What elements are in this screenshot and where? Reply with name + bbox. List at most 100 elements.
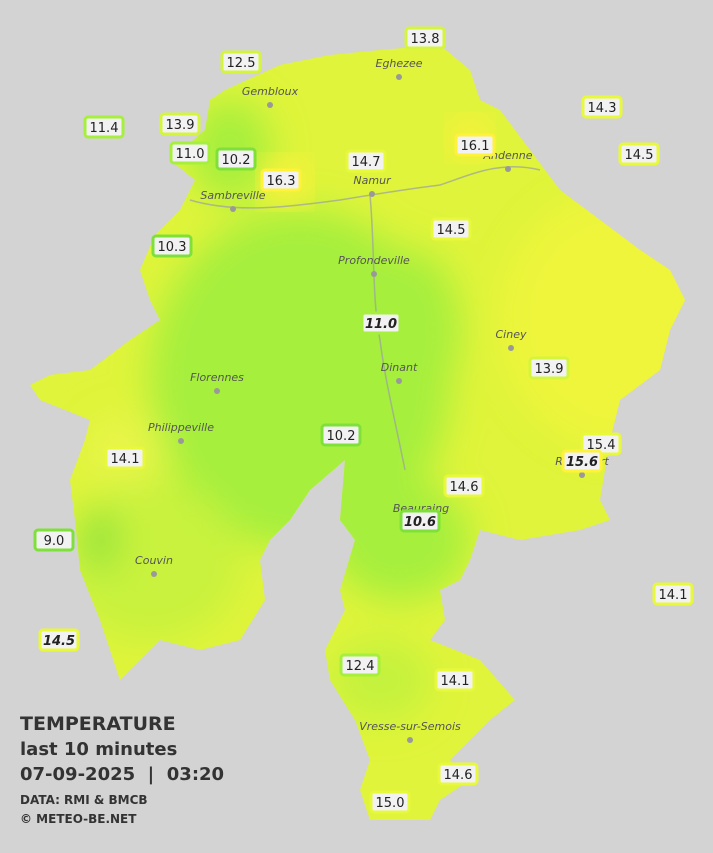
station: 14.5: [430, 217, 472, 241]
station: 15.4: [580, 432, 622, 456]
city-label: Dinant: [381, 361, 418, 374]
station-value: 9.0: [44, 534, 65, 549]
station: 10.6: [399, 509, 441, 533]
station: 14.1: [652, 582, 694, 606]
station: 14.5: [618, 142, 660, 166]
station-box: [220, 50, 262, 74]
station: 11.0: [169, 141, 211, 165]
station: 11.4: [83, 115, 125, 139]
station-value: 14.5: [437, 223, 466, 238]
station-value: 11.4: [90, 121, 119, 136]
station-value: 13.9: [535, 362, 564, 377]
city-dot: [396, 378, 402, 384]
station-box: [652, 582, 694, 606]
station: 14.6: [443, 474, 485, 498]
city-label: Profondeville: [338, 254, 410, 267]
city-dot: [230, 206, 236, 212]
station-value: 16.3: [267, 174, 296, 189]
station: 14.1: [434, 668, 476, 692]
city-label: Vresse-sur-Semois: [359, 720, 461, 733]
city-dot: [407, 737, 413, 743]
station: 14.7: [345, 149, 387, 173]
station-box: [151, 234, 193, 258]
station-box: [618, 142, 660, 166]
station-box: [399, 509, 441, 533]
station-box: [260, 168, 302, 192]
station-value: 14.6: [450, 480, 479, 495]
station: 16.3: [260, 168, 302, 192]
city-dot: [508, 345, 514, 351]
station-box: [215, 147, 257, 171]
station-value: 14.7: [352, 155, 381, 170]
station-value: 10.3: [158, 240, 187, 255]
station-value: 16.1: [461, 139, 490, 154]
station-box: [104, 446, 146, 470]
station-box: [38, 628, 80, 652]
city-dot: [396, 74, 402, 80]
city-label: Eghezee: [376, 57, 423, 70]
station: 10.3: [151, 234, 193, 258]
city-label: Sambreville: [200, 189, 265, 202]
station-value: 10.2: [222, 153, 251, 168]
station-box: [443, 474, 485, 498]
city-label: Namur: [353, 174, 392, 187]
station-value: 10.2: [327, 429, 356, 444]
station: 14.1: [104, 446, 146, 470]
station-box: [360, 311, 402, 335]
station-value: 10.6: [404, 515, 436, 530]
station: 14.5: [38, 628, 80, 652]
rivers: [189, 166, 541, 471]
station: 14.3: [581, 95, 623, 119]
city-dot: [505, 166, 511, 172]
station-value: 15.0: [376, 796, 405, 811]
city-label: Philippeville: [148, 421, 214, 434]
station-value: 11.0: [365, 317, 397, 332]
station-box: [430, 217, 472, 241]
station: 10.2: [215, 147, 257, 171]
station: 12.4: [339, 653, 381, 677]
station: 13.8: [404, 26, 446, 50]
credit: © METEO-BE.NET: [20, 812, 137, 826]
station-box: [83, 115, 125, 139]
station-value: 13.8: [411, 32, 440, 47]
city-dot: [178, 438, 184, 444]
station-value: 12.4: [346, 659, 375, 674]
city-label: Couvin: [135, 554, 173, 567]
station: 10.2: [320, 423, 362, 447]
station-box: [528, 356, 570, 380]
station: 15.6: [561, 449, 603, 473]
city-dot: [371, 271, 377, 277]
source: DATA: RMI & BMCB: [20, 793, 148, 807]
station: 12.5: [220, 50, 262, 74]
station-box: [581, 95, 623, 119]
station: 15.0: [369, 790, 411, 814]
station-value: 14.5: [43, 634, 75, 649]
station-box: [33, 528, 75, 552]
station-box: [369, 790, 411, 814]
station-value: 14.1: [111, 452, 140, 467]
station-value: 14.1: [441, 674, 470, 689]
station: 16.1: [454, 133, 496, 157]
station-value: 14.1: [659, 588, 688, 603]
station-box: [159, 112, 201, 136]
station-value: 14.3: [588, 101, 617, 116]
station-box: [404, 26, 446, 50]
station-value: 15.4: [587, 438, 616, 453]
station-value: 14.5: [625, 148, 654, 163]
city-dot: [151, 571, 157, 577]
station-box: [339, 653, 381, 677]
station-box: [345, 149, 387, 173]
city-dot: [267, 102, 273, 108]
station: 13.9: [159, 112, 201, 136]
city-label: Gembloux: [242, 85, 299, 98]
city-dot: [214, 388, 220, 394]
title: TEMPERATURE: [20, 713, 176, 735]
subtitle: last 10 minutes: [20, 739, 177, 760]
station-value: 11.0: [176, 147, 205, 162]
station-box: [437, 762, 479, 786]
datetime: 07-09-2025 | 03:20: [20, 764, 224, 785]
city-label: Ciney: [496, 328, 527, 341]
station: 13.9: [528, 356, 570, 380]
city-dot: [579, 472, 585, 478]
